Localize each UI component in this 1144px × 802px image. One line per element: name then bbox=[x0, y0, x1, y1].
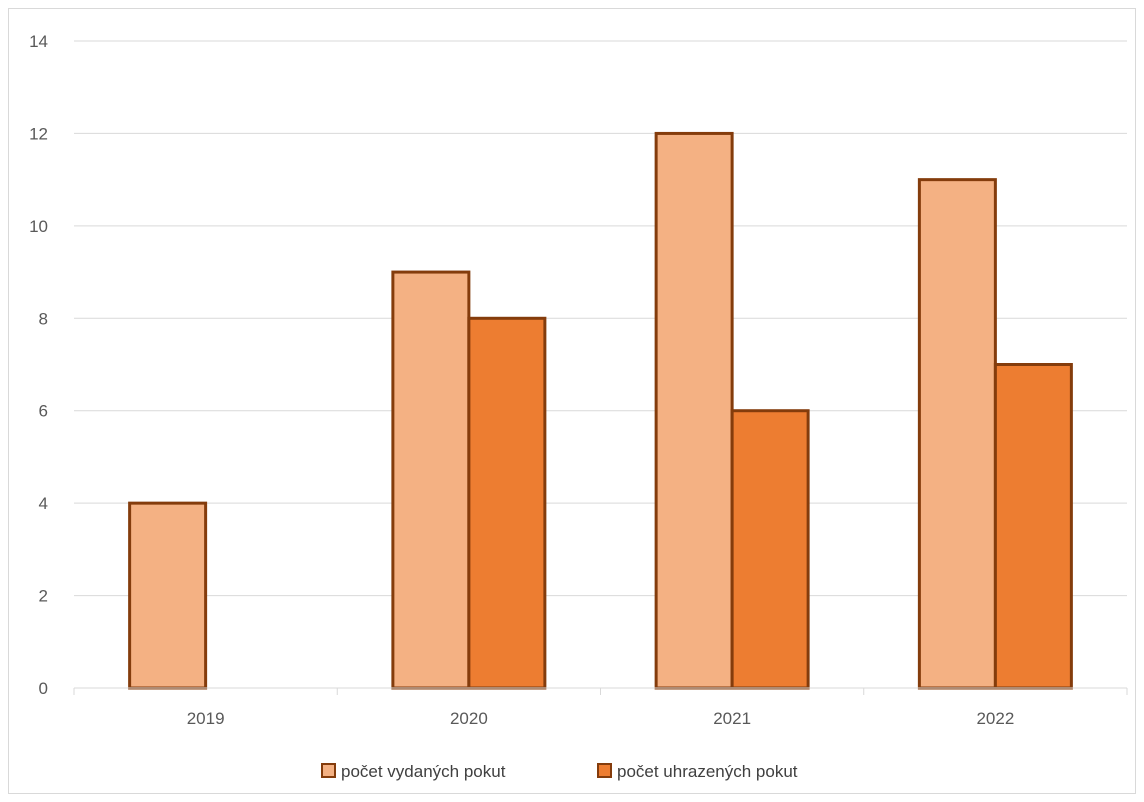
y-tick-label: 10 bbox=[29, 217, 48, 236]
bar-2021-series-2 bbox=[730, 409, 810, 690]
bar-2022-series-1 bbox=[917, 178, 997, 690]
legend-label: počet vydaných pokut bbox=[341, 762, 506, 781]
bar-2021-series-1 bbox=[654, 131, 734, 690]
y-tick-label: 12 bbox=[29, 124, 48, 143]
y-tick-label: 14 bbox=[29, 32, 48, 51]
y-tick-label: 0 bbox=[39, 679, 48, 698]
x-tick-label: 2019 bbox=[187, 709, 225, 728]
y-tick-label: 8 bbox=[39, 309, 48, 328]
bar-2019-series-1 bbox=[128, 501, 208, 690]
y-tick-label: 2 bbox=[39, 587, 48, 606]
y-axis-labels: 0 2 4 6 8 10 12 14 bbox=[29, 32, 48, 698]
y-tick-label: 4 bbox=[39, 494, 48, 513]
x-axis: 2019 2020 2021 2022 bbox=[73, 687, 1128, 728]
legend-swatch bbox=[597, 763, 612, 778]
y-tick-label: 6 bbox=[39, 402, 48, 421]
bars bbox=[128, 131, 1073, 690]
legend: počet vydaných pokut počet uhrazených pok… bbox=[321, 762, 798, 781]
x-tick-label: 2020 bbox=[450, 709, 488, 728]
bar-2020-series-2 bbox=[467, 316, 547, 690]
legend-swatch bbox=[321, 763, 336, 778]
x-tick-label: 2022 bbox=[976, 709, 1014, 728]
x-tick-label: 2021 bbox=[713, 709, 751, 728]
bar-2022-series-2 bbox=[993, 363, 1073, 690]
bar-2020-series-1 bbox=[391, 270, 471, 690]
legend-label: počet uhrazených pokut bbox=[617, 762, 798, 781]
